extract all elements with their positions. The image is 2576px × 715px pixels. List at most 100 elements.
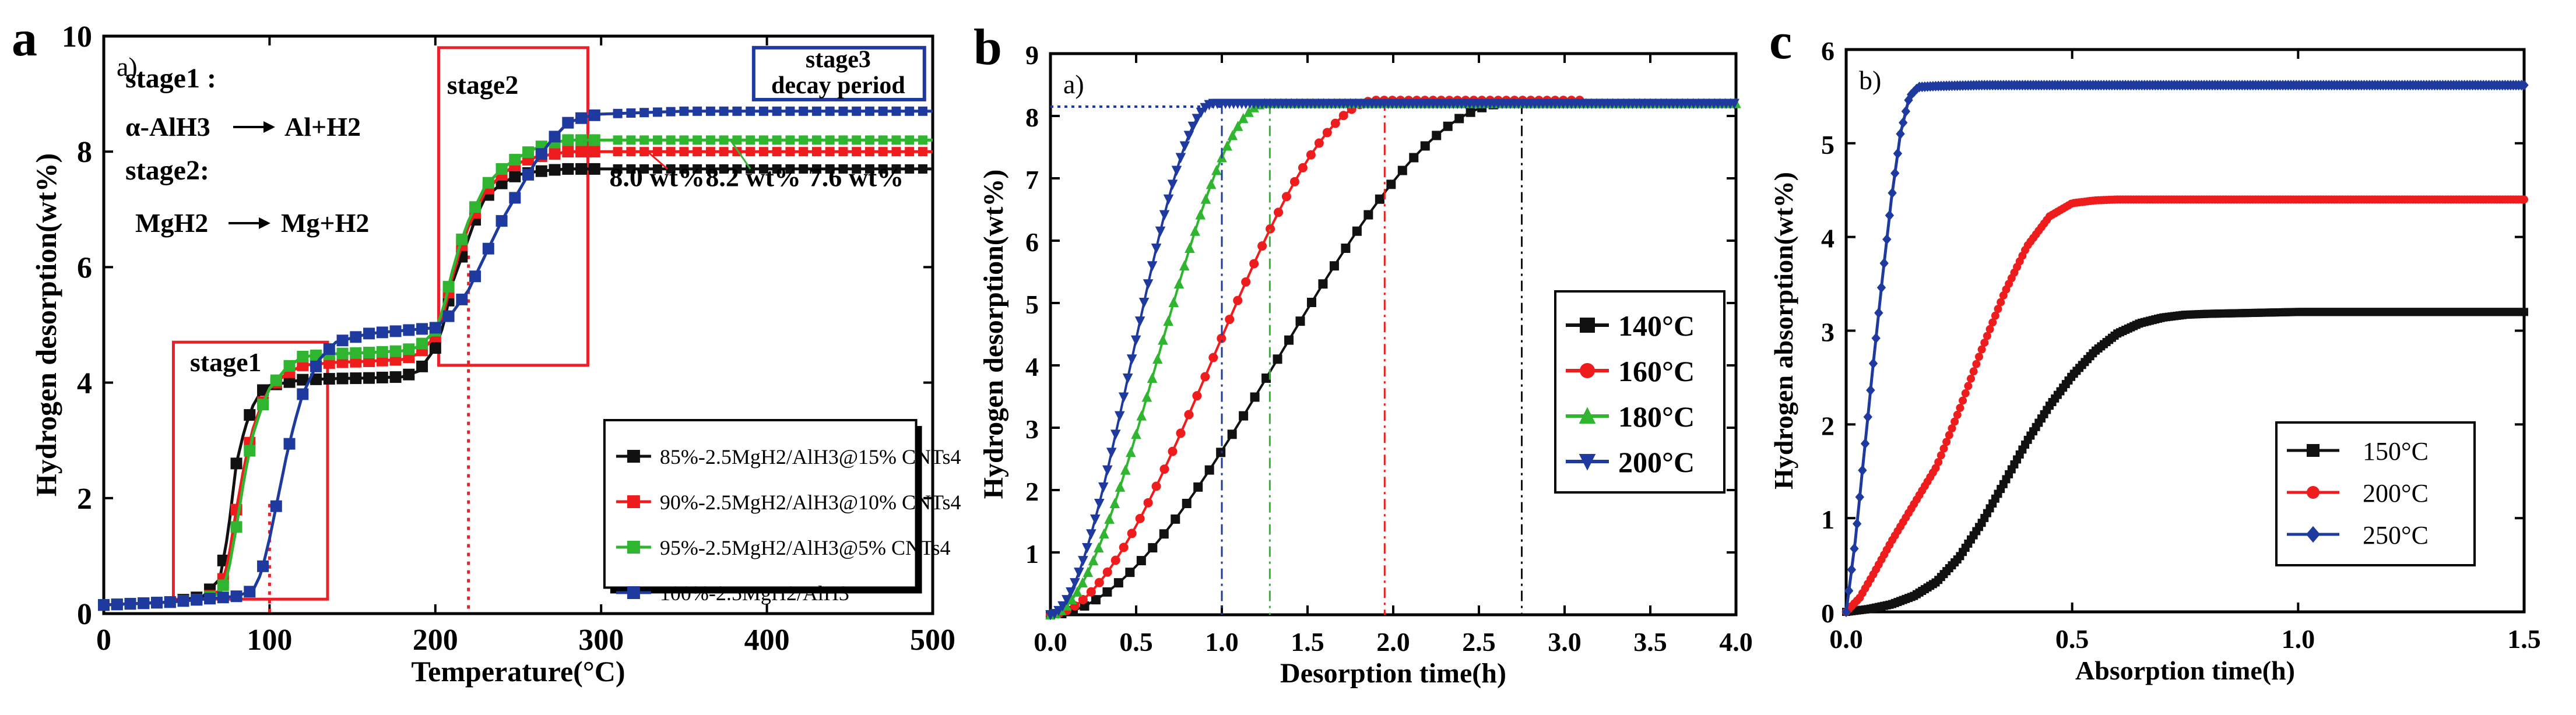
reaction-arrow-head: [259, 217, 270, 229]
data-point: [772, 135, 782, 145]
legend-marker: [1579, 407, 1596, 424]
x-tick-label: 0.5: [1119, 627, 1153, 657]
y-tick-label: 1: [1821, 505, 1835, 534]
data-point: [1126, 446, 1136, 457]
data-point: [1192, 114, 1203, 125]
data-point: [1217, 333, 1227, 343]
data-point: [891, 135, 901, 145]
data-point: [1281, 192, 1291, 202]
x-tick-label: 1.5: [2507, 624, 2541, 654]
data-point: [1243, 107, 1254, 117]
x-tick-label: 2.5: [1462, 627, 1496, 657]
data-point: [785, 164, 795, 174]
data-point: [1261, 373, 1271, 383]
stage2-box: [437, 46, 589, 367]
legend-label: 150°C: [2363, 437, 2429, 466]
data-point: [1102, 567, 1112, 577]
data-point: [719, 106, 729, 116]
data-point: [1341, 244, 1351, 253]
annotation-reaction1-right: Al+H2: [284, 112, 361, 142]
data-point: [1102, 587, 1112, 597]
data-point: [825, 135, 835, 145]
data-point: [1306, 297, 1316, 307]
data-point: [1893, 148, 1903, 159]
data-point: [864, 147, 874, 157]
y-axis-label: Hydrogen absorption(wt%): [1769, 172, 1798, 489]
data-point: [456, 233, 468, 245]
data-point: [1951, 417, 1959, 426]
data-point: [1841, 606, 1851, 618]
data-point: [1090, 514, 1101, 525]
data-point: [230, 457, 243, 470]
data-point: [1980, 339, 1989, 347]
data-point: [1409, 153, 1419, 163]
data-point: [1901, 106, 1911, 117]
series-group: [1842, 195, 2528, 616]
data-point: [1062, 595, 1072, 605]
data-point: [509, 170, 521, 182]
data-point: [1173, 278, 1185, 289]
plot-frame: [102, 34, 934, 615]
data-point: [1386, 179, 1396, 189]
data-point: [1091, 595, 1101, 605]
data-point: [705, 147, 715, 157]
data-point: [1274, 207, 1284, 217]
data-point: [1088, 555, 1099, 566]
data-point: [2520, 195, 2528, 204]
x-tick-label: 4.0: [1719, 627, 1753, 657]
data-point: [1143, 498, 1153, 508]
y-tick-label: 4: [77, 367, 92, 400]
data-point: [1454, 114, 1464, 124]
data-point: [1122, 373, 1133, 384]
data-point: [1155, 226, 1166, 237]
data-point: [509, 192, 521, 204]
data-point: [1094, 577, 1104, 587]
y-axis-label: Hydrogen desorption(wt%): [978, 170, 1009, 499]
data-point: [191, 594, 203, 606]
data-point: [679, 147, 689, 157]
y-tick-label: 3: [1025, 414, 1039, 444]
data-point: [1858, 465, 1867, 476]
data-point: [758, 147, 768, 157]
data-point: [1185, 242, 1195, 253]
data-point: [1167, 179, 1178, 190]
series-group: [1842, 308, 2528, 616]
legend-marker: [627, 450, 640, 463]
data-point: [1329, 261, 1339, 271]
data-point: [719, 147, 729, 157]
data-point: [1847, 564, 1857, 575]
data-point: [1983, 332, 1991, 340]
data-point: [416, 323, 428, 335]
data-point: [1420, 141, 1430, 151]
data-point: [389, 345, 402, 357]
data-point: [772, 164, 782, 174]
data-point: [825, 164, 835, 174]
y-tick-label: 5: [1821, 130, 1835, 160]
data-point: [1175, 153, 1186, 164]
data-point: [626, 147, 636, 157]
legend-box: [603, 419, 918, 589]
value-pointer: [646, 151, 668, 170]
data-point: [1874, 307, 1883, 319]
data-point: [403, 368, 415, 381]
data-point: [429, 322, 441, 334]
data-point: [217, 591, 229, 604]
data-point: [1163, 315, 1173, 326]
data-point: [838, 147, 848, 157]
data-point: [758, 135, 768, 145]
data-point: [1134, 316, 1145, 327]
data-point: [138, 597, 150, 610]
data-point: [1183, 131, 1194, 142]
data-point: [1057, 601, 1068, 612]
data-point: [1171, 514, 1180, 524]
data-point: [1093, 542, 1104, 553]
data-point: [1143, 279, 1154, 290]
data-point: [878, 164, 888, 174]
data-point: [905, 147, 915, 157]
data-point: [1200, 193, 1211, 204]
data-point: [1147, 372, 1158, 383]
x-tick-label: 100: [247, 624, 292, 657]
data-point: [1151, 244, 1162, 254]
data-point: [244, 586, 256, 598]
data-point: [1961, 389, 1970, 397]
